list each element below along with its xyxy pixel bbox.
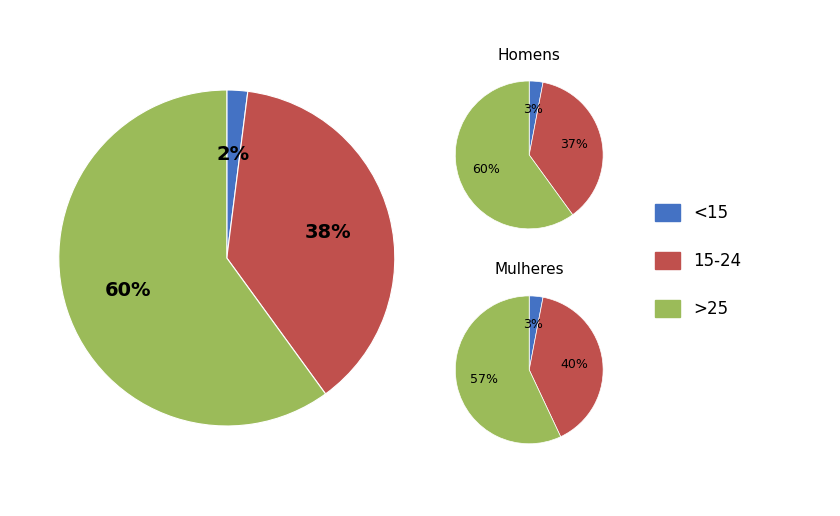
Wedge shape bbox=[529, 296, 543, 370]
Wedge shape bbox=[529, 83, 603, 215]
Text: 3%: 3% bbox=[523, 103, 543, 116]
Text: 60%: 60% bbox=[472, 163, 500, 175]
Text: 57%: 57% bbox=[470, 374, 498, 386]
Wedge shape bbox=[227, 91, 395, 394]
Text: 3%: 3% bbox=[523, 318, 543, 331]
Text: 2%: 2% bbox=[217, 144, 250, 164]
Legend: <15, 15-24, >25: <15, 15-24, >25 bbox=[655, 204, 742, 318]
Wedge shape bbox=[227, 90, 248, 258]
Wedge shape bbox=[455, 296, 560, 444]
Text: 38%: 38% bbox=[304, 222, 351, 241]
Wedge shape bbox=[455, 81, 573, 229]
Text: 37%: 37% bbox=[560, 138, 588, 151]
Title: Homens: Homens bbox=[498, 47, 560, 62]
Text: 60%: 60% bbox=[104, 281, 151, 300]
Wedge shape bbox=[529, 81, 543, 155]
Text: 40%: 40% bbox=[561, 358, 589, 370]
Wedge shape bbox=[59, 90, 326, 426]
Wedge shape bbox=[529, 297, 603, 437]
Title: Mulheres: Mulheres bbox=[495, 263, 564, 278]
